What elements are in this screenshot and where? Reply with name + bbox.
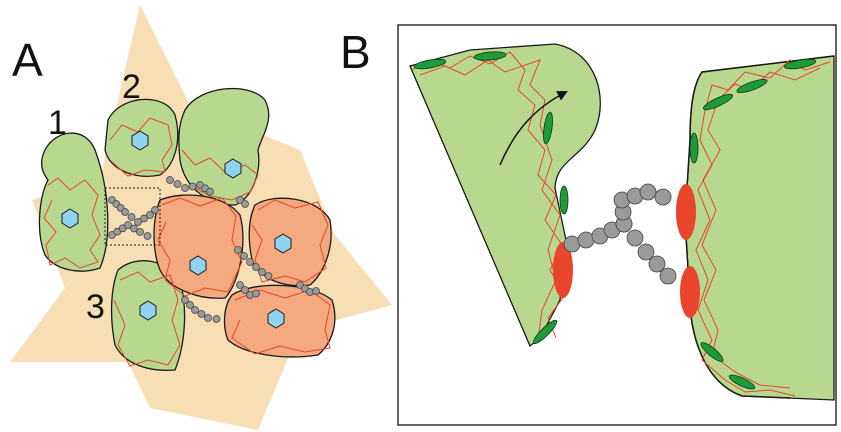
panel-a: A 1 2 3 — [10, 5, 392, 430]
bead — [152, 207, 159, 214]
bead — [241, 253, 248, 260]
bead — [265, 273, 272, 280]
figure: A 1 2 3 B — [0, 0, 841, 432]
bead — [564, 236, 580, 252]
bead — [640, 184, 656, 200]
bead — [235, 247, 242, 254]
bead — [198, 311, 205, 318]
panel-label: A — [12, 34, 43, 86]
bead — [137, 229, 144, 236]
bead — [247, 259, 254, 266]
bead — [253, 290, 260, 297]
bead — [660, 268, 676, 284]
panel-b: B — [340, 25, 836, 425]
bead — [189, 183, 196, 190]
bead — [122, 209, 129, 216]
bead — [655, 189, 671, 205]
bead — [174, 181, 181, 188]
bead — [242, 201, 249, 208]
cell-label: 2 — [122, 68, 141, 106]
bead — [259, 269, 266, 276]
panel-label: B — [340, 26, 371, 78]
cell-label: 3 — [86, 288, 105, 326]
cell-1 — [39, 133, 107, 271]
cell-label: 1 — [48, 104, 67, 142]
bead — [207, 188, 214, 195]
bead — [144, 233, 151, 240]
bead — [627, 230, 643, 246]
bead — [128, 214, 135, 221]
bead — [192, 307, 199, 314]
bead — [253, 264, 260, 271]
bead — [182, 185, 189, 192]
bead — [213, 316, 220, 323]
bead — [578, 232, 594, 248]
bead — [167, 177, 174, 184]
bead — [205, 315, 212, 322]
bead — [313, 288, 320, 295]
